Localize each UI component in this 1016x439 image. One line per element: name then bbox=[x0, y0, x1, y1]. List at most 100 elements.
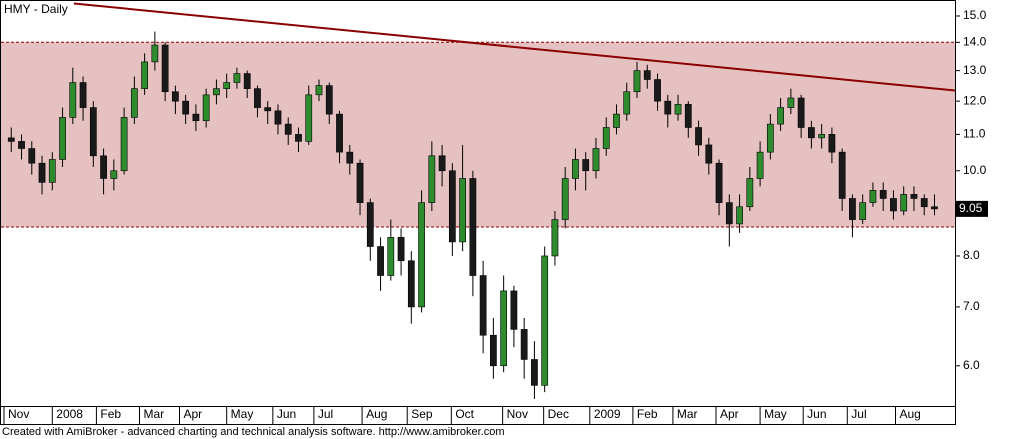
candle-body bbox=[859, 202, 867, 220]
candle-body bbox=[151, 44, 159, 63]
candle-body bbox=[243, 73, 251, 89]
chart-layer: 6.07.08.09.010.011.012.013.014.015.0Nov2… bbox=[1, 2, 987, 424]
candle-body bbox=[725, 202, 733, 225]
candle-body bbox=[377, 246, 384, 276]
candle-body bbox=[746, 178, 754, 208]
candle-body bbox=[192, 113, 200, 122]
candle-body bbox=[172, 91, 179, 102]
candle-body bbox=[264, 107, 272, 112]
candle-body bbox=[336, 113, 343, 153]
candle-body bbox=[777, 107, 784, 125]
candle-body bbox=[869, 190, 877, 203]
candle-body bbox=[459, 178, 466, 243]
candle-body bbox=[849, 198, 856, 220]
candle-body bbox=[356, 162, 364, 203]
x-tick-label: Nov bbox=[8, 407, 29, 421]
candle-body bbox=[418, 202, 425, 308]
chart-title: HMY - Daily bbox=[4, 2, 68, 16]
candle-body bbox=[756, 151, 764, 179]
candle-body bbox=[284, 123, 292, 135]
x-tick-label: Aug bbox=[366, 407, 387, 421]
x-axis-frame bbox=[0, 406, 956, 425]
candle-body bbox=[613, 113, 620, 128]
y-tick-label: 11.0 bbox=[963, 127, 986, 141]
y-tick-label: 8.0 bbox=[963, 248, 980, 262]
candle-body bbox=[79, 82, 87, 108]
candle-body bbox=[520, 329, 528, 360]
y-tick-label: 14.0 bbox=[963, 34, 987, 48]
x-tick-label: 2009 bbox=[594, 407, 621, 421]
candle-body bbox=[325, 85, 333, 115]
y-tick-label: 6.0 bbox=[963, 358, 980, 372]
band bbox=[1, 42, 955, 228]
candle-body bbox=[592, 148, 600, 172]
candle-body bbox=[674, 104, 682, 115]
candle-body bbox=[130, 88, 138, 118]
candle-body bbox=[818, 134, 826, 139]
candle-body bbox=[428, 155, 436, 203]
candle-body bbox=[7, 137, 15, 142]
candle-body bbox=[787, 97, 795, 108]
candle-body bbox=[18, 141, 25, 149]
candle-body bbox=[931, 206, 938, 210]
x-tick-label: Aug bbox=[900, 407, 921, 421]
candle-body bbox=[59, 117, 66, 160]
candle-body bbox=[182, 100, 190, 115]
y-tick-label: 10.0 bbox=[963, 163, 987, 177]
candle-body bbox=[838, 151, 846, 199]
candle-body bbox=[448, 170, 456, 243]
candle-body bbox=[890, 198, 897, 212]
candle-body bbox=[633, 70, 641, 93]
candle-body bbox=[305, 94, 313, 142]
candle-body bbox=[808, 127, 815, 139]
candle-body bbox=[736, 206, 743, 225]
y-tick-label: 15.0 bbox=[963, 8, 987, 22]
y-tick-label: 13.0 bbox=[963, 63, 987, 77]
candle-body bbox=[202, 94, 210, 122]
candle-body bbox=[510, 290, 518, 330]
footer: Created with AmiBroker - advanced charti… bbox=[2, 426, 505, 438]
candle-body bbox=[602, 127, 610, 149]
candle-body bbox=[705, 144, 713, 164]
candle-body bbox=[469, 178, 477, 276]
candle-body bbox=[397, 237, 405, 262]
candle-body bbox=[920, 198, 928, 208]
candle-body bbox=[233, 73, 241, 83]
candle-body bbox=[531, 359, 538, 386]
candle-body bbox=[541, 255, 549, 386]
candle-body bbox=[69, 82, 77, 118]
x-tick-label: Jun bbox=[277, 407, 296, 421]
candle-body bbox=[407, 260, 415, 308]
x-tick-label: Nov bbox=[507, 407, 528, 421]
candle-body bbox=[295, 134, 302, 142]
trendline bbox=[73, 2, 956, 92]
x-tick-label: May bbox=[231, 407, 254, 421]
candle-body bbox=[223, 82, 231, 89]
candle-body bbox=[910, 194, 918, 199]
candle-body bbox=[110, 170, 118, 179]
x-tick-label: Mar bbox=[677, 407, 698, 421]
candle-body bbox=[38, 162, 46, 183]
candle-body bbox=[346, 151, 354, 164]
candle-body bbox=[582, 159, 590, 172]
candle-body bbox=[664, 100, 672, 115]
x-tick-label: Mar bbox=[143, 407, 164, 421]
candle-body bbox=[141, 61, 148, 89]
candle-body bbox=[120, 117, 128, 172]
candle-body bbox=[387, 237, 395, 276]
candle-body bbox=[48, 159, 56, 183]
candle-body bbox=[551, 219, 559, 257]
candle-body bbox=[490, 334, 497, 367]
candle-body bbox=[695, 127, 702, 146]
candle-body bbox=[715, 162, 723, 203]
x-tick-label: Apr bbox=[720, 407, 739, 421]
x-tick-label: Jun bbox=[807, 407, 826, 421]
candle-body bbox=[254, 88, 261, 108]
candle-body bbox=[623, 91, 631, 115]
x-tick-label: Feb bbox=[100, 407, 121, 421]
candle-body bbox=[274, 110, 282, 125]
x-tick-label: Oct bbox=[455, 407, 474, 421]
last-price-label: 9.05 bbox=[959, 201, 983, 215]
candle-body bbox=[89, 107, 97, 157]
